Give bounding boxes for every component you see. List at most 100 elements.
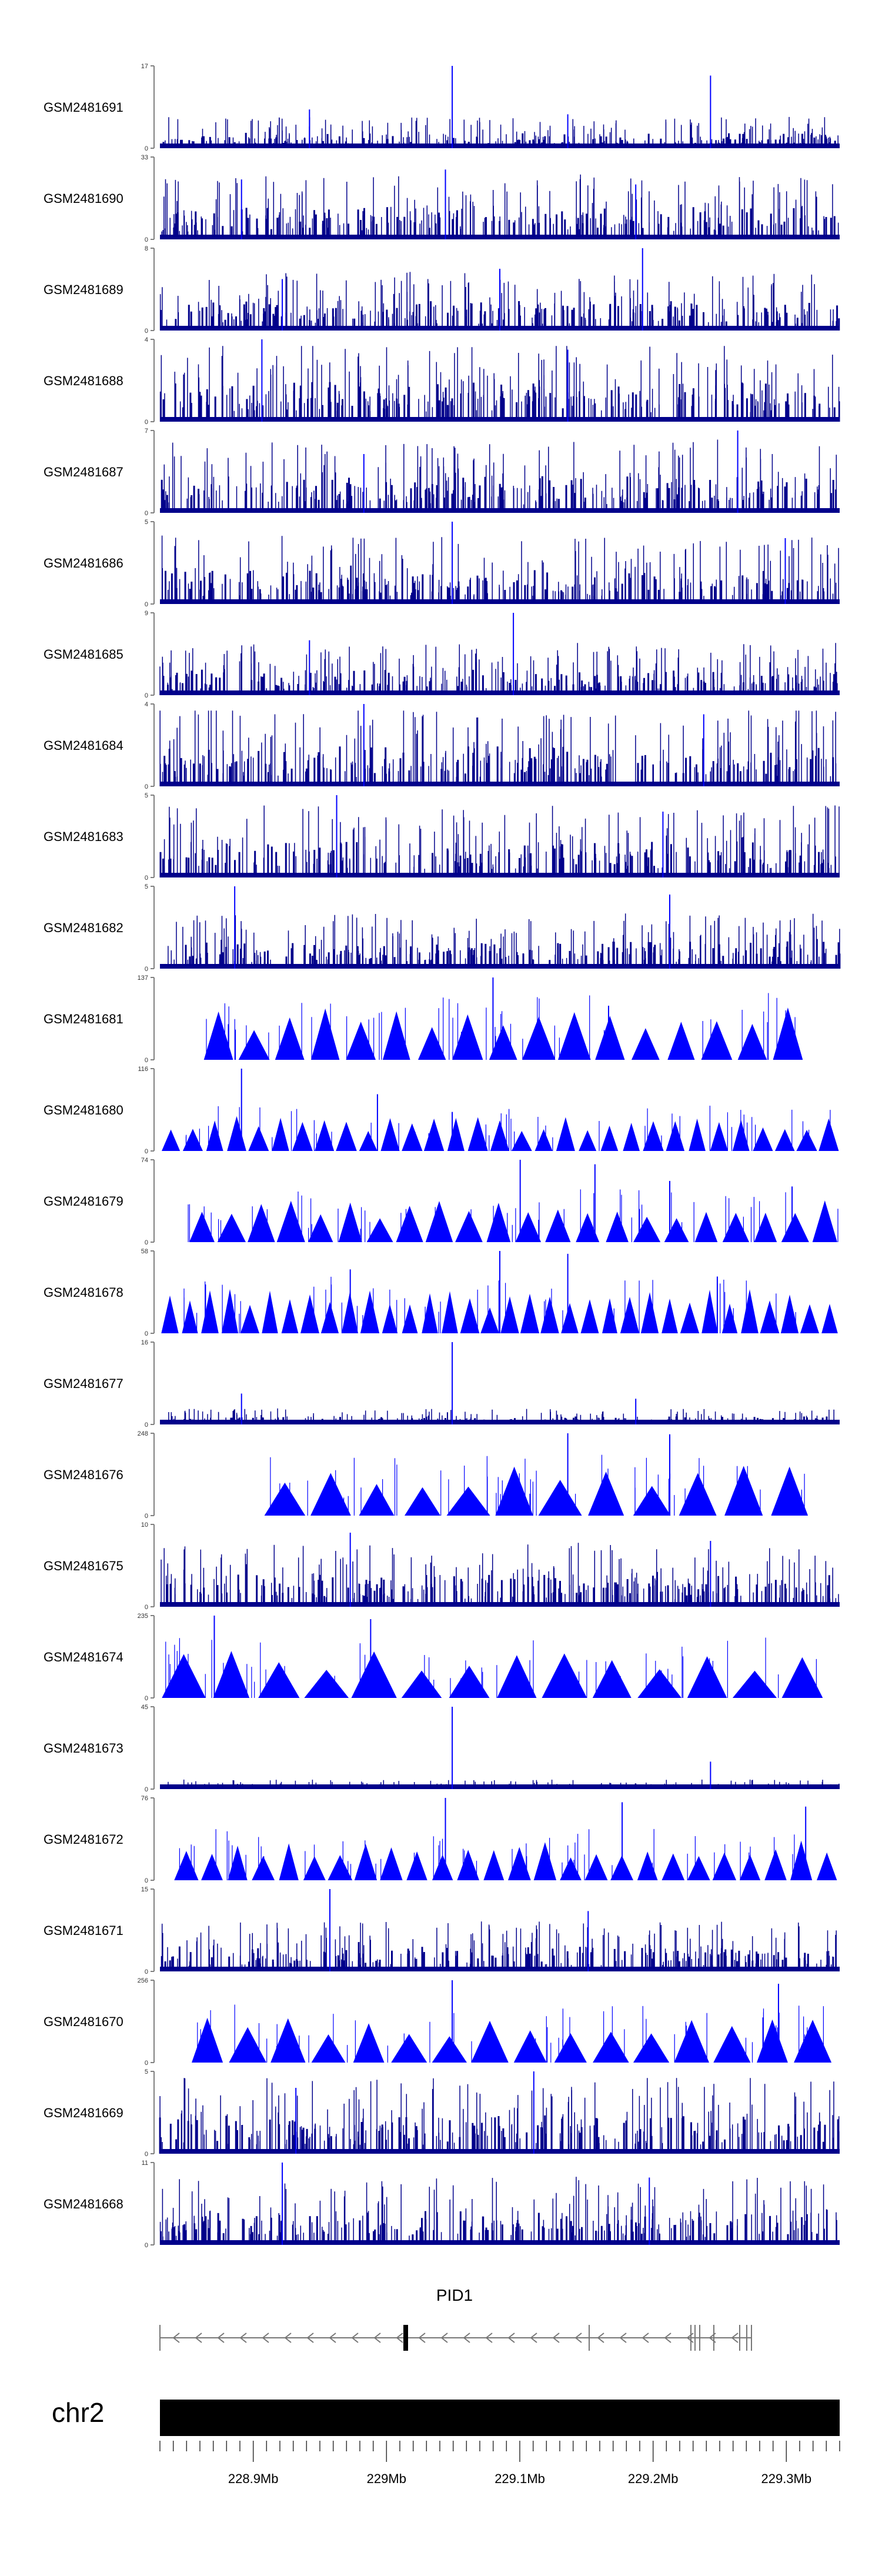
coverage-peak [754, 1213, 777, 1242]
strand-arrow [195, 2333, 202, 2343]
track-GSM2481682: GSM2481682 5 0 [44, 883, 841, 973]
coverage-peak [228, 1846, 248, 1880]
coverage-peak [662, 1853, 685, 1880]
coverage-peak [687, 1856, 710, 1880]
y-min-label: 0 [145, 601, 148, 608]
gene-exon [403, 2325, 408, 2351]
coverage-peak [480, 1307, 499, 1333]
coverage-peak [489, 1025, 517, 1060]
baseline-band [160, 1784, 840, 1789]
coverage-signal [163, 1779, 840, 1789]
coverage-peak [189, 1212, 215, 1242]
y-max-label: 58 [141, 1248, 148, 1255]
coverage-peak [162, 1129, 181, 1151]
coverage-signal [161, 535, 839, 604]
y-min-label: 0 [145, 1330, 148, 1337]
coverage-peak [666, 1121, 685, 1151]
coverage-peak [533, 1842, 557, 1880]
coverage-peak [304, 1670, 349, 1698]
track-label: GSM2481678 [44, 1285, 123, 1300]
strand-arrow [530, 2333, 537, 2343]
track-GSM2481668: GSM2481668 11 0 [44, 2160, 840, 2249]
coverage-peak [602, 1298, 617, 1333]
coverage-peak [620, 1297, 640, 1333]
track-label: GSM2481671 [44, 1923, 123, 1938]
coverage-peak [360, 1290, 380, 1333]
y-max-label: 5 [145, 519, 148, 526]
coverage-signal [163, 805, 840, 877]
track-label: GSM2481675 [44, 1559, 123, 1573]
baseline-band [160, 782, 840, 786]
coverage-peak [764, 1849, 787, 1880]
coverage-signal [159, 272, 834, 331]
y-min-label: 0 [145, 1968, 148, 1976]
coverage-peak [213, 1651, 250, 1698]
track-label: GSM2481686 [44, 556, 123, 570]
coverage-peak [276, 1200, 305, 1242]
track-GSM2481673: GSM2481673 45 0 [44, 1704, 840, 1793]
strand-arrow [731, 2333, 739, 2343]
strand-arrow [418, 2333, 426, 2343]
track-label: GSM2481690 [44, 191, 123, 206]
coverage-peak [534, 1129, 553, 1151]
strand-arrow [329, 2333, 336, 2343]
coverage-signal-dense [185, 941, 841, 969]
strand-arrow [507, 2333, 515, 2343]
coverage-signal [188, 1189, 838, 1242]
y-max-label: 137 [138, 975, 148, 982]
track-GSM2481690: GSM2481690 33 0 [44, 154, 840, 243]
y-max-label: 76 [141, 1795, 148, 1802]
coverage-peak [556, 1117, 575, 1151]
coverage-peak [221, 1289, 239, 1333]
track-label: GSM2481685 [44, 647, 123, 662]
track-label: GSM2481668 [44, 2197, 123, 2211]
y-min-label: 0 [145, 1604, 148, 1611]
axis-ticks: 228.9Mb 229Mb 229.1Mb 229.2Mb 229.3Mb [159, 2441, 840, 2486]
coverage-peak [495, 1466, 533, 1516]
coverage-peak [741, 1289, 759, 1333]
coverage-peak [712, 1852, 737, 1880]
y-min-label: 0 [145, 692, 148, 699]
baseline-band [160, 1967, 840, 1971]
coverage-peak [449, 1666, 490, 1698]
strand-arrow [574, 2333, 582, 2343]
coverage-signal-dense [167, 669, 837, 695]
y-max-label: 11 [142, 2160, 148, 2167]
coverage-peak [248, 1204, 275, 1242]
coverage-peak [486, 1203, 511, 1242]
coverage-peak [637, 1851, 658, 1880]
strand-arrow [463, 2333, 470, 2343]
coverage-tracks: GSM2481691170GSM2481690330GSM248168980GS… [44, 63, 841, 2249]
coverage-signal [165, 116, 838, 148]
y-min-label: 0 [145, 2242, 148, 2249]
coverage-peak [771, 1466, 808, 1516]
baseline-band [160, 417, 840, 422]
strand-arrow [440, 2333, 448, 2343]
coverage-signal-dense [165, 570, 804, 604]
track-GSM2481672: GSM2481672 76 0 [44, 1795, 837, 1884]
coverage-peak [275, 1017, 305, 1060]
coverage-peak [320, 1302, 339, 1333]
coverage-peak [588, 1471, 624, 1516]
coverage-peak [592, 1660, 632, 1698]
coverage-peak [701, 1290, 718, 1333]
coverage-signal [183, 1276, 796, 1333]
coverage-peak [201, 1290, 219, 1333]
coverage-peak [643, 1121, 664, 1151]
coverage-signal-dense [162, 132, 836, 148]
coverage-signal-dense [159, 301, 840, 331]
track-label: GSM2481672 [44, 1832, 123, 1847]
track-GSM2481670: GSM2481670 256 0 [44, 1977, 832, 2067]
track-label: GSM2481688 [44, 373, 123, 388]
coverage-peak [701, 1021, 733, 1060]
track-GSM2481677: GSM2481677 16 0 [44, 1339, 840, 1429]
coverage-peak [471, 2021, 509, 2063]
track-GSM2481685: GSM2481685 9 0 [44, 610, 840, 699]
coverage-signal-dense [173, 207, 836, 239]
y-max-label: 33 [141, 154, 148, 161]
coverage-signal [185, 1106, 831, 1151]
y-min-label: 0 [145, 510, 148, 517]
strand-arrow [485, 2333, 493, 2343]
coverage-peak [161, 1295, 179, 1333]
y-max-label: 9 [145, 610, 148, 617]
